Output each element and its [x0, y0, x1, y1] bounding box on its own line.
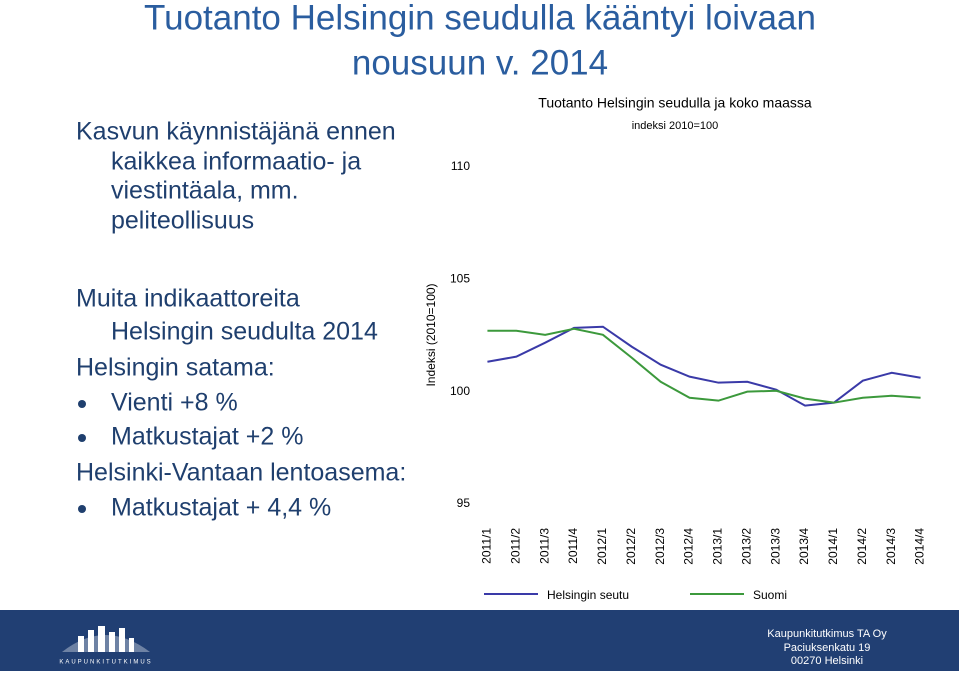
x-tick-label: 2013/1 [711, 528, 725, 565]
logo [62, 626, 150, 652]
x-tick-label: 2013/3 [768, 528, 782, 565]
bullet [78, 505, 86, 513]
x-tick-label: 2011/1 [480, 528, 494, 564]
indicator-heading: Helsingin seudulta 2014 [111, 318, 378, 346]
x-tick-label: 2013/4 [797, 528, 811, 565]
y-tick-label: 105 [450, 272, 470, 286]
footer-text: Kaupunkitutkimus TA Oy [767, 628, 887, 640]
indicator-item: Matkustajat +2 % [111, 423, 303, 451]
intro-text: peliteollisuus [111, 207, 254, 235]
legend-label: Helsingin seutu [547, 588, 629, 602]
y-axis-label: Indeksi (2010=100) [424, 283, 438, 386]
intro-text: viestintäala, mm. [111, 177, 299, 205]
intro-text: kaikkea informaatio- ja [111, 148, 361, 176]
logo-text: KAUPUNKITUTKIMUS [59, 660, 152, 666]
chart-subtitle: indeksi 2010=100 [632, 120, 719, 132]
x-tick-label: 2011/3 [537, 528, 551, 564]
y-tick-label: 100 [450, 384, 470, 398]
slide-title: Tuotanto Helsingin seudulla kääntyi loiv… [144, 0, 816, 37]
slide-title: nousuun v. 2014 [352, 43, 608, 82]
intro-text: Kasvun käynnistäjänä ennen [76, 118, 396, 146]
x-tick-label: 2013/2 [739, 528, 753, 565]
bullet [78, 400, 86, 408]
x-tick-label: 2012/4 [682, 528, 696, 565]
indicator-label: Helsinki-Vantaan lentoasema: [76, 459, 406, 487]
legend-label: Suomi [753, 588, 787, 602]
x-tick-label: 2014/4 [913, 528, 927, 565]
chart: Tuotanto Helsingin seudulla ja koko maas… [424, 95, 927, 602]
indicator-item: Vienti +8 % [111, 389, 238, 417]
x-tick-label: 2011/2 [508, 528, 522, 564]
indicator-heading: Muita indikaattoreita [76, 285, 300, 313]
x-tick-label: 2014/3 [884, 528, 898, 565]
series-line [487, 325, 921, 407]
x-tick-label: 2011/4 [566, 528, 580, 564]
series-line [487, 327, 921, 404]
x-tick-label: 2012/3 [653, 528, 667, 565]
footer [0, 610, 959, 671]
footer-text: 00270 Helsinki [791, 655, 863, 667]
chart-title: Tuotanto Helsingin seudulla ja koko maas… [538, 95, 812, 111]
y-tick-label: 95 [457, 496, 471, 510]
x-tick-label: 2012/2 [624, 528, 638, 565]
y-tick-label: 110 [451, 159, 470, 173]
indicator-label: Helsingin satama: [76, 354, 275, 382]
indicator-item: Matkustajat + 4,4 % [111, 494, 331, 522]
bullet [78, 434, 86, 442]
x-tick-label: 2014/1 [826, 528, 840, 565]
x-tick-label: 2014/2 [855, 528, 869, 565]
x-tick-label: 2012/1 [595, 528, 609, 565]
footer-text: Paciuksenkatu 19 [784, 642, 871, 654]
